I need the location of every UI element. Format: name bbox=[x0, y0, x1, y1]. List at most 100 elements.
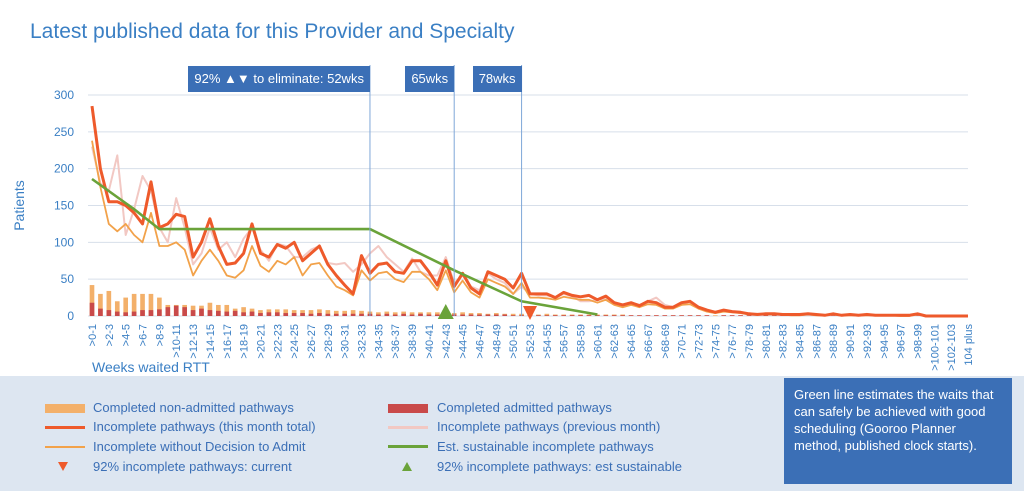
bar-completed-admitted bbox=[468, 314, 474, 316]
bar-completed-admitted bbox=[123, 312, 129, 316]
bar-completed-non-admitted bbox=[123, 297, 129, 316]
bar-completed-non-admitted bbox=[359, 310, 364, 316]
bar-completed-admitted bbox=[283, 313, 289, 316]
x-tick-label: >48-49 bbox=[491, 324, 503, 359]
bar-completed-non-admitted bbox=[333, 310, 339, 316]
bar-completed-admitted bbox=[510, 315, 516, 316]
page-title: Latest published data for this Provider … bbox=[30, 20, 515, 43]
bar-completed-admitted bbox=[89, 302, 95, 316]
bar-completed-admitted bbox=[704, 315, 710, 316]
y-tick-label: 0 bbox=[67, 309, 74, 323]
bar-completed-admitted bbox=[392, 314, 398, 316]
x-tick-label: >12-13 bbox=[188, 324, 200, 359]
bar-completed-non-admitted bbox=[106, 290, 112, 316]
bar-completed-non-admitted bbox=[241, 307, 246, 316]
x-tick-label: >98-99 bbox=[912, 324, 924, 359]
bar-completed-admitted bbox=[148, 310, 154, 316]
bar-completed-admitted bbox=[317, 313, 322, 316]
x-tick-label: >26-27 bbox=[306, 324, 318, 359]
bar-completed-admitted bbox=[182, 307, 187, 316]
bar-completed-admitted bbox=[586, 315, 592, 316]
x-tick-label: >42-43 bbox=[441, 324, 453, 359]
bar-completed-admitted bbox=[165, 307, 171, 316]
bar-completed-admitted bbox=[493, 314, 499, 316]
bar-completed-non-admitted bbox=[392, 312, 398, 316]
bar-completed-admitted bbox=[333, 313, 339, 316]
x-tick-label: >58-59 bbox=[576, 324, 588, 359]
bar-completed-admitted bbox=[291, 313, 297, 316]
bar-completed-admitted bbox=[98, 308, 103, 316]
legend-label-incomplete-no-dta: Incomplete without Decision to Admit bbox=[93, 439, 306, 454]
bar-completed-admitted bbox=[140, 310, 145, 316]
bar-completed-admitted bbox=[258, 313, 263, 316]
bar-completed-admitted bbox=[662, 315, 668, 316]
bar-completed-admitted bbox=[477, 314, 482, 316]
bar-completed-admitted bbox=[376, 314, 381, 316]
method-note: Green line estimates the waits that can … bbox=[784, 378, 1012, 484]
bar-completed-non-admitted bbox=[350, 310, 356, 316]
bar-completed-non-admitted bbox=[401, 311, 406, 316]
bar-completed-non-admitted bbox=[207, 302, 213, 316]
y-tick-label: 150 bbox=[54, 199, 74, 213]
x-tick-label: >64-65 bbox=[626, 324, 638, 359]
bar-completed-admitted bbox=[485, 314, 491, 316]
x-tick-label: >34-35 bbox=[373, 324, 385, 359]
bar-completed-non-admitted bbox=[157, 297, 162, 316]
bar-completed-admitted bbox=[418, 313, 423, 316]
x-tick-label: >72-73 bbox=[693, 324, 705, 359]
marker-label: 92% ▲▼ to eliminate: 52wks bbox=[188, 66, 370, 92]
bar-completed-non-admitted bbox=[460, 312, 465, 316]
bar-completed-admitted bbox=[342, 313, 348, 316]
x-tick-label: >44-45 bbox=[458, 324, 470, 359]
legend-label-completed-admitted: Completed admitted pathways bbox=[437, 400, 612, 415]
x-tick-label: >74-75 bbox=[710, 324, 722, 359]
x-tick-label: >40-41 bbox=[424, 324, 436, 359]
legend-label-pct92-sustainable: 92% incomplete pathways: est sustainable bbox=[437, 459, 682, 474]
bar-completed-admitted bbox=[738, 315, 743, 316]
bar-completed-admitted bbox=[106, 310, 112, 316]
x-tick-label: >18-19 bbox=[239, 324, 251, 359]
bar-completed-admitted bbox=[249, 311, 255, 316]
bar-completed-admitted bbox=[544, 315, 550, 316]
bar-completed-non-admitted bbox=[325, 310, 331, 316]
bar-completed-non-admitted bbox=[140, 293, 145, 316]
bar-completed-admitted bbox=[401, 313, 406, 316]
x-tick-label: >100-101 bbox=[929, 324, 941, 371]
bar-completed-admitted bbox=[578, 315, 583, 316]
bar-completed-admitted bbox=[771, 315, 777, 316]
bar-completed-admitted bbox=[746, 315, 752, 316]
bar-completed-admitted bbox=[266, 312, 272, 316]
line-incomplete-total bbox=[90, 105, 968, 318]
bar-completed-non-admitted bbox=[426, 312, 432, 316]
x-tick-label: >102-103 bbox=[946, 324, 958, 371]
bar-completed-admitted bbox=[687, 315, 693, 316]
x-tick-label: >30-31 bbox=[340, 324, 352, 359]
bar-completed-admitted bbox=[308, 313, 314, 316]
x-tick-label: >88-89 bbox=[828, 324, 840, 359]
x-tick-label: >78-79 bbox=[744, 324, 756, 359]
y-tick-label: 100 bbox=[54, 235, 74, 249]
x-tick-label: >76-77 bbox=[727, 324, 739, 359]
legend-label-pct92-current: 92% incomplete pathways: current bbox=[93, 459, 292, 474]
bar-completed-admitted bbox=[350, 313, 356, 316]
x-tick-label: >16-17 bbox=[222, 324, 234, 359]
bar-completed-non-admitted bbox=[216, 304, 221, 316]
x-tick-label: >50-51 bbox=[508, 324, 520, 359]
bar-completed-admitted bbox=[561, 315, 567, 316]
bar-completed-non-admitted bbox=[317, 309, 322, 316]
bar-completed-admitted bbox=[670, 315, 676, 316]
bar-completed-admitted bbox=[595, 315, 600, 316]
bar-completed-admitted bbox=[241, 312, 246, 316]
legend-swatch-sustainable bbox=[388, 445, 428, 448]
bar-completed-admitted bbox=[409, 314, 415, 316]
bar-completed-non-admitted bbox=[409, 312, 415, 316]
x-tick-label: >4-5 bbox=[121, 324, 133, 346]
x-tick-label: >62-63 bbox=[609, 324, 621, 359]
x-tick-label: >8-9 bbox=[154, 324, 166, 346]
x-tick-label: 104 plus bbox=[963, 324, 975, 366]
legend-label-sustainable: Est. sustainable incomplete pathways bbox=[437, 439, 654, 454]
bar-completed-admitted bbox=[721, 315, 727, 316]
legend-label-incomplete-total: Incomplete pathways (this month total) bbox=[93, 419, 316, 434]
legend-swatch-incomplete-total bbox=[45, 426, 85, 429]
bar-completed-admitted bbox=[131, 311, 137, 316]
